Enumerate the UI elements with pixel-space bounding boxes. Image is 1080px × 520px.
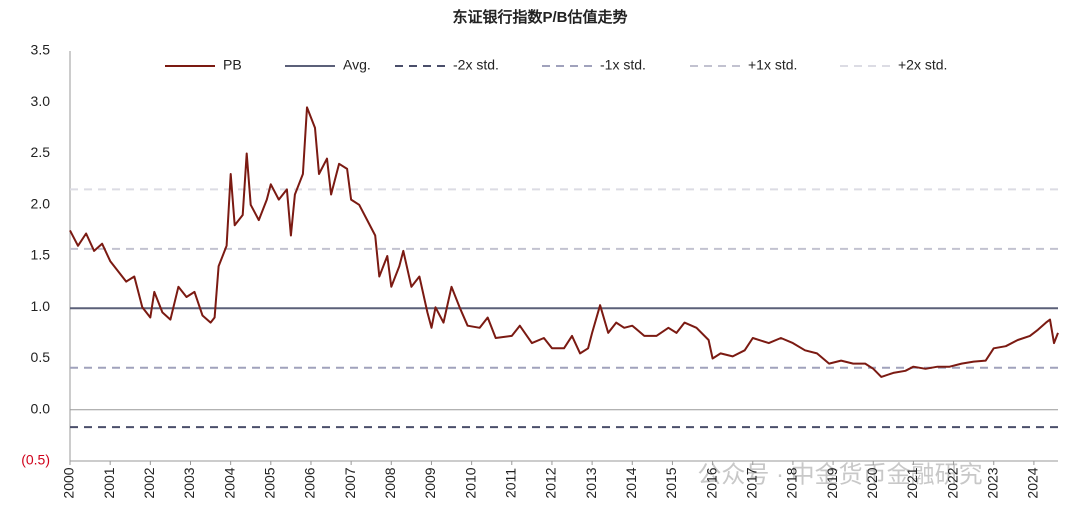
watermark: 公众号 · 中金货币金融研究 bbox=[697, 461, 982, 488]
x-tick-label: 2013 bbox=[583, 467, 599, 498]
x-tick-label: 2001 bbox=[101, 467, 117, 498]
legend-label: -2x std. bbox=[453, 57, 499, 73]
x-tick-label: 2021 bbox=[904, 467, 920, 498]
x-tick-label: 2017 bbox=[743, 467, 759, 498]
x-tick-label: 2006 bbox=[302, 467, 318, 498]
x-tick-label: 2023 bbox=[984, 467, 1000, 498]
chart-title: 东证银行指数P/B估值走势 bbox=[452, 8, 627, 26]
x-tick-label: 2010 bbox=[462, 467, 478, 498]
y-tick-label: 0.0 bbox=[31, 400, 51, 416]
y-tick-label: 2.5 bbox=[31, 144, 51, 160]
legend-label: Avg. bbox=[343, 57, 371, 73]
legend-label: +2x std. bbox=[898, 57, 947, 73]
x-tick-label: 2011 bbox=[502, 468, 518, 498]
x-tick-label: 2019 bbox=[824, 467, 840, 498]
x-tick-label: 2015 bbox=[663, 467, 679, 498]
x-tick-label: 2016 bbox=[703, 467, 719, 498]
x-tick-label: 2009 bbox=[422, 467, 438, 498]
x-tick-label: 2008 bbox=[382, 467, 398, 498]
x-tick-label: 2003 bbox=[181, 467, 197, 498]
y-tick-label: 3.0 bbox=[31, 93, 51, 109]
x-tick-label: 2024 bbox=[1025, 467, 1041, 498]
x-tick-label: 2004 bbox=[221, 467, 237, 498]
x-tick-label: 2022 bbox=[944, 467, 960, 498]
y-tick-label: 1.5 bbox=[31, 247, 51, 263]
legend-label: PB bbox=[223, 57, 242, 73]
x-tick-label: 2014 bbox=[623, 467, 639, 498]
y-tick-label: (0.5) bbox=[21, 452, 50, 468]
x-tick-label: 2002 bbox=[141, 467, 157, 498]
y-tick-label: 2.0 bbox=[31, 195, 51, 211]
x-tick-label: 2000 bbox=[61, 467, 77, 498]
x-tick-label: 2020 bbox=[864, 467, 880, 498]
y-tick-label: 1.0 bbox=[31, 298, 51, 314]
y-tick-label: 3.5 bbox=[31, 42, 51, 58]
x-tick-label: 2007 bbox=[342, 467, 358, 498]
pb-line bbox=[69, 106, 1059, 378]
legend-label: -1x std. bbox=[600, 57, 646, 73]
x-tick-label: 2012 bbox=[543, 467, 559, 498]
x-tick-label: 2005 bbox=[262, 467, 278, 498]
legend-label: +1x std. bbox=[748, 57, 797, 73]
x-tick-label: 2018 bbox=[784, 467, 800, 498]
y-tick-label: 0.5 bbox=[31, 349, 51, 365]
